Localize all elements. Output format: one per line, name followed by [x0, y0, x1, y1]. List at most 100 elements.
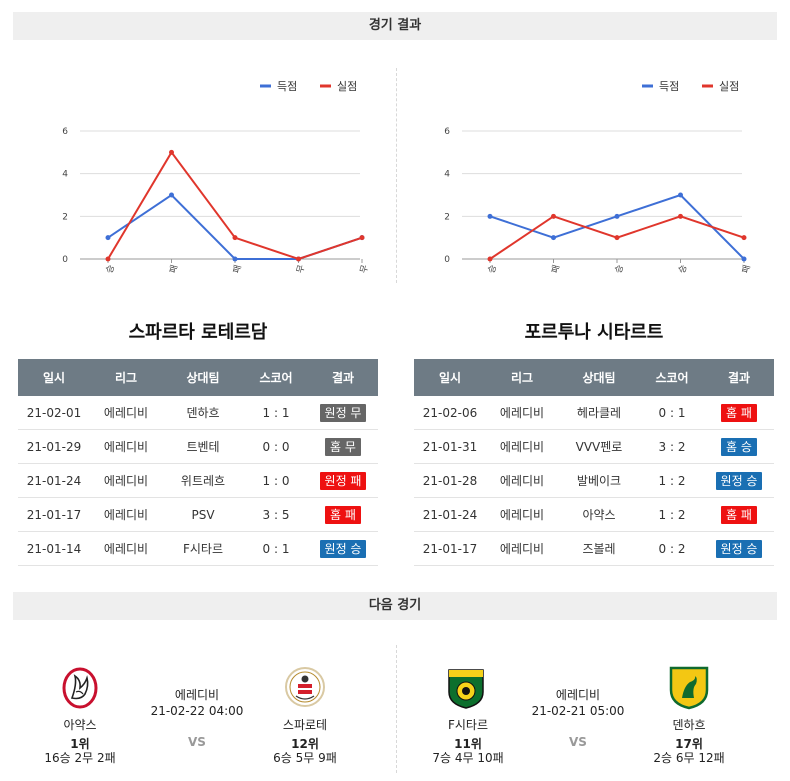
match-league: 에레디비 — [555, 688, 601, 702]
next-matches-section-title: 다음 경기 — [368, 598, 422, 613]
scored-series-line — [107, 193, 363, 260]
opponent-name: 즈볼레 — [558, 531, 640, 566]
conceded-data-point — [614, 235, 620, 241]
opponent-name: VVV펜로 — [558, 429, 640, 464]
away-team-record: 2승 6무 12패 — [653, 751, 725, 765]
chart-legend: 득점 실점 — [260, 80, 357, 93]
match-score: 3 : 2 — [640, 429, 704, 464]
match-datetime: 21-02-21 05:00 — [531, 704, 625, 718]
league-name: 에레디비 — [90, 497, 162, 532]
result-badge: 원정 패 — [319, 471, 367, 490]
result-cell: 홈 패 — [308, 497, 378, 532]
left-team-title: 스파르타 로테르담 — [128, 322, 268, 343]
header-date: 일시 — [414, 359, 486, 396]
match-datetime: 21-02-22 04:00 — [150, 704, 244, 718]
right-team-result-chart: 득점 실점 0 2 4 6 승 패 승 승 패 — [444, 80, 752, 275]
conceded-series-line — [107, 150, 363, 261]
match-score: 3 : 5 — [244, 497, 308, 532]
home-team-record: 7승 4무 10패 — [432, 751, 504, 765]
result-cell: 홈 패 — [704, 396, 774, 430]
chart-legend: 득점 실점 — [642, 80, 739, 93]
home-team-rank: 11위 — [454, 737, 482, 751]
league-name: 에레디비 — [90, 429, 162, 464]
match-date: 21-01-24 — [414, 497, 486, 532]
match-date: 21-02-06 — [414, 396, 486, 430]
left-team-result-chart: 득점 실점 0 2 4 6 승 패 패 무 무 — [62, 80, 370, 275]
result-cell: 홈 무 — [308, 429, 378, 464]
table-row: 21-01-31 에레디비 VVV펜로 3 : 2 홈 승 — [414, 429, 774, 464]
result-badge: 홈 패 — [721, 505, 757, 524]
result-badge: 원정 무 — [319, 403, 367, 422]
header-date: 일시 — [18, 359, 90, 396]
conceded-data-point — [296, 256, 301, 262]
match-score: 0 : 1 — [640, 396, 704, 430]
result-badge: 원정 승 — [715, 539, 763, 558]
x-tick-label: 패 — [740, 264, 752, 275]
x-tick-label: 패 — [168, 264, 181, 275]
opponent-name: 아약스 — [558, 497, 640, 532]
result-cell: 원정 패 — [308, 463, 378, 498]
match-date: 21-01-24 — [18, 463, 90, 498]
league-name: 에레디비 — [90, 463, 162, 498]
away-team-rank: 12위 — [291, 737, 319, 751]
x-tick-label: 무 — [295, 264, 308, 275]
header-result: 결과 — [308, 359, 378, 396]
legend-conceded-label: 실점 — [337, 80, 357, 93]
match-date: 21-01-28 — [414, 463, 486, 498]
y-tick-label: 2 — [444, 212, 450, 222]
x-tick-label: 승 — [104, 264, 117, 275]
result-badge: 홈 패 — [325, 505, 361, 524]
y-tick-label: 0 — [62, 255, 68, 265]
opponent-name: 발베이크 — [558, 463, 640, 498]
match-score: 0 : 1 — [244, 531, 308, 566]
header-league: 리그 — [486, 359, 558, 396]
table-row: 21-01-29 에레디비 트벤테 0 : 0 홈 무 — [18, 429, 378, 464]
result-badge: 홈 무 — [325, 437, 361, 456]
scored-data-point — [105, 235, 111, 241]
table-row: 21-01-24 에레디비 위트레흐 1 : 0 원정 패 — [18, 463, 378, 498]
league-name: 에레디비 — [486, 497, 558, 532]
result-badge: 홈 승 — [721, 437, 757, 456]
result-cell: 원정 무 — [308, 396, 378, 430]
table-row: 21-01-14 에레디비 F시타르 0 : 1 원정 승 — [18, 531, 378, 566]
match-date: 21-01-17 — [414, 531, 486, 566]
away-team-name: 덴하흐 — [672, 718, 706, 732]
away-team-rank: 17위 — [675, 737, 703, 751]
conceded-data-point — [169, 149, 174, 155]
opponent-name: PSV — [162, 497, 244, 532]
table-row: 21-01-17 에레디비 즈볼레 0 : 2 원정 승 — [414, 531, 774, 566]
x-tick-label: 승 — [613, 264, 626, 275]
results-section-title: 경기 결과 — [368, 18, 422, 33]
y-tick-label: 6 — [62, 127, 68, 137]
legend-scored-label: 득점 — [659, 80, 679, 93]
table-header-row: 일시 리그 상대팀 스코어 결과 — [414, 359, 774, 396]
conceded-data-point — [105, 256, 111, 262]
sparta-rotterdam-logo-icon — [285, 667, 325, 707]
result-cell: 원정 승 — [704, 531, 774, 566]
opponent-name: 위트레흐 — [162, 463, 244, 498]
y-tick-label: 6 — [444, 127, 450, 137]
away-team-record: 6승 5무 9패 — [273, 751, 337, 765]
result-badge: 원정 승 — [715, 471, 763, 490]
opponent-name: 덴하흐 — [162, 396, 244, 430]
away-team-name: 스파로테 — [282, 718, 328, 732]
conceded-data-point — [551, 213, 556, 219]
league-name: 에레디비 — [486, 429, 558, 464]
match-date: 21-02-01 — [18, 396, 90, 430]
table-header-row: 일시 리그 상대팀 스코어 결과 — [18, 359, 378, 396]
chart-divider — [396, 68, 397, 283]
scored-data-point — [741, 256, 747, 262]
results-section-header: 경기 결과 — [13, 12, 777, 40]
y-tick-label: 4 — [444, 170, 450, 180]
match-league: 에레디비 — [174, 688, 220, 702]
opponent-name: 트벤테 — [162, 429, 244, 464]
x-tick-label: 패 — [231, 264, 244, 275]
opponent-name: F시타르 — [162, 531, 244, 566]
header-opponent: 상대팀 — [162, 359, 244, 396]
y-tick-label: 4 — [62, 170, 68, 180]
match-score: 1 : 2 — [640, 463, 704, 498]
legend-scored-label: 득점 — [277, 80, 297, 93]
opponent-name: 헤라클레 — [558, 396, 640, 430]
league-name: 에레디비 — [486, 463, 558, 498]
table-row: 21-01-17 에레디비 PSV 3 : 5 홈 패 — [18, 497, 378, 532]
